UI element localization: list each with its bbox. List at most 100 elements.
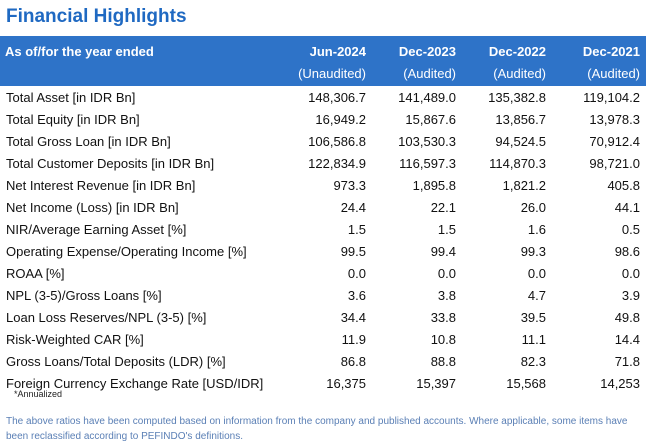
row-value: 122,834.9 — [308, 155, 366, 171]
row-value: 13,856.7 — [495, 111, 546, 127]
row-value: 15,397 — [416, 375, 456, 391]
table-row: Net Interest Revenue [in IDR Bn] 973.3 1,8… — [0, 174, 646, 196]
table-row: NIR/Average Earning Asset [%] 1.5 1.5 1.6 0.… — [0, 218, 646, 240]
row-value: 11.9 — [341, 331, 366, 347]
row-value: 3.8 — [437, 287, 456, 303]
row-value: 1,895.8 — [412, 177, 456, 193]
row-value: 13,978.3 — [589, 111, 640, 127]
row-value: 99.5 — [340, 243, 366, 259]
table-row: Total Asset [in IDR Bn] 148,306.7 141,489.… — [0, 86, 646, 108]
row-value: 4.7 — [527, 287, 546, 303]
financial-highlights-table: As of/for the year ended Jun-2024 Dec-20… — [0, 36, 646, 394]
row-label: Net Interest Revenue [in IDR Bn] — [6, 177, 196, 193]
header-label: As of/for the year ended — [5, 43, 154, 59]
row-value: 71.8 — [614, 353, 640, 369]
header-period-row: As of/for the year ended Jun-2024 Dec-20… — [0, 36, 646, 66]
row-value: 1,821.2 — [502, 177, 546, 193]
row-value: 10.8 — [430, 331, 456, 347]
header-period-name: Dec-2023 — [398, 43, 456, 59]
header-period-name: Dec-2021 — [582, 43, 640, 59]
row-value: 973.3 — [333, 177, 366, 193]
row-value: 114,870.3 — [489, 155, 546, 171]
row-label: NIR/Average Earning Asset [%] — [6, 221, 187, 237]
row-value: 16,949.2 — [315, 111, 366, 127]
row-value: 148,306.7 — [308, 89, 366, 105]
table-row: Total Gross Loan [in IDR Bn] 106,586.8 103… — [0, 130, 646, 152]
row-value: 82.3 — [520, 353, 546, 369]
row-value: 15,568 — [506, 375, 546, 391]
row-value: 15,867.6 — [405, 111, 456, 127]
row-label: Risk-Weighted CAR [%] — [6, 331, 144, 347]
header-period-status: (Unaudited) — [298, 66, 366, 81]
table-row: NPL (3-5)/Gross Loans [%] 3.6 3.8 4.7 3.9 — [0, 284, 646, 306]
table-row: ROAA [%] 0.0 0.0 0.0 0.0 — [0, 262, 646, 284]
row-label: Loan Loss Reserves/NPL (3-5) [%] — [6, 309, 207, 325]
row-value: 3.9 — [621, 287, 640, 303]
table-row: Total Equity [in IDR Bn] 16,949.2 15,867.6… — [0, 108, 646, 130]
footnote: The above ratios have been computed base… — [6, 416, 628, 442]
header-status-row: (Unaudited) (Audited) (Audited) (Audited… — [0, 66, 646, 86]
row-value: 22.1 — [430, 199, 456, 215]
row-value: 11.1 — [521, 331, 546, 347]
row-label: Foreign Currency Exchange Rate [USD/IDR] — [6, 375, 264, 391]
row-value: 70,912.4 — [589, 133, 640, 149]
row-value: 0.0 — [437, 265, 456, 281]
table-header: As of/for the year ended Jun-2024 Dec-20… — [0, 36, 646, 86]
header-blank — [0, 66, 286, 86]
table-row: Net Income (Loss) [in IDR Bn] 24.4 22.1 26.… — [0, 196, 646, 218]
row-value: 103,530.3 — [398, 133, 456, 149]
header-period-status: (Audited) — [587, 66, 640, 81]
row-value: 116,597.3 — [399, 155, 456, 171]
header-period-status: (Audited) — [403, 66, 456, 81]
header-period-name: Jun-2024 — [309, 43, 366, 59]
row-value: 135,382.8 — [488, 89, 546, 105]
row-value: 99.4 — [430, 243, 456, 259]
row-label: Total Gross Loan [in IDR Bn] — [6, 133, 171, 149]
row-value: 98,721.0 — [589, 155, 640, 171]
row-value: 14.4 — [614, 331, 640, 347]
row-value: 106,586.8 — [308, 133, 366, 149]
row-value: 88.8 — [430, 353, 456, 369]
row-label: Total Asset [in IDR Bn] — [6, 89, 136, 105]
row-value: 99.3 — [520, 243, 546, 259]
row-value: 16,375 — [326, 375, 366, 391]
row-value: 26.0 — [520, 199, 546, 215]
row-label: ROAA [%] — [6, 265, 65, 281]
row-value: 34.4 — [340, 309, 366, 325]
table-body: Total Asset [in IDR Bn] 148,306.7 141,489.… — [0, 86, 646, 394]
row-value: 405.8 — [607, 177, 640, 193]
header-period-status: (Audited) — [493, 66, 546, 81]
annualized-note: *Annualized — [14, 389, 63, 399]
row-value: 0.5 — [621, 221, 640, 237]
page-title: Financial Highlights — [6, 6, 187, 27]
row-value: 14,253 — [600, 375, 640, 391]
table-row: Risk-Weighted CAR [%] 11.9 10.8 11.1 14.4 — [0, 328, 646, 350]
row-value: 94,524.5 — [495, 133, 546, 149]
row-value: 0.0 — [527, 265, 546, 281]
row-value: 33.8 — [430, 309, 456, 325]
row-value: 86.8 — [340, 353, 366, 369]
row-value: 1.6 — [527, 221, 546, 237]
table-row: Loan Loss Reserves/NPL (3-5) [%] 34.4 33.8… — [0, 306, 646, 328]
row-value: 0.0 — [347, 265, 366, 281]
table-row: Operating Expense/Operating Income [%] 99… — [0, 240, 646, 262]
table-row: Gross Loans/Total Deposits (LDR) [%] 86.8… — [0, 350, 646, 372]
row-value: 98.6 — [614, 243, 640, 259]
row-value: 39.5 — [520, 309, 546, 325]
row-label: NPL (3-5)/Gross Loans [%] — [6, 287, 162, 303]
row-value: 49.8 — [614, 309, 640, 325]
header-period-name: Dec-2022 — [488, 43, 546, 59]
row-value: 141,489.0 — [398, 89, 456, 105]
row-value: 1.5 — [437, 221, 456, 237]
row-value: 0.0 — [621, 265, 640, 281]
row-label: Total Customer Deposits [in IDR Bn] — [6, 155, 215, 171]
table-row: Foreign Currency Exchange Rate [USD/IDR]… — [0, 372, 646, 394]
row-value: 24.4 — [340, 199, 366, 215]
table-row: Total Customer Deposits [in IDR Bn] 122,8… — [0, 152, 646, 174]
row-value: 3.6 — [347, 287, 366, 303]
row-label: Net Income (Loss) [in IDR Bn] — [6, 199, 179, 215]
row-label: Total Equity [in IDR Bn] — [6, 111, 140, 127]
row-value: 119,104.2 — [583, 89, 640, 105]
row-value: 1.5 — [347, 221, 366, 237]
row-label: Operating Expense/Operating Income [%] — [6, 243, 247, 259]
